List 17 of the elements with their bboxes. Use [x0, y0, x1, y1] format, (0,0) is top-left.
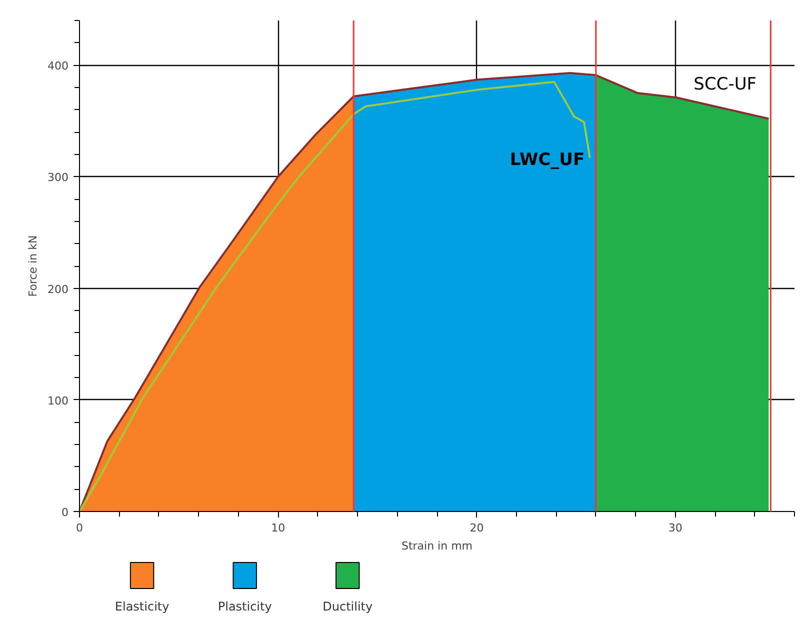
series-label: SCC-UF	[694, 74, 757, 95]
y-tick-label: 300	[48, 171, 69, 184]
x-tick-label: 0	[76, 522, 83, 534]
x-axis-title: Strain in mm	[401, 540, 473, 552]
y-tick-label: 400	[48, 60, 69, 73]
y-tick-label: 100	[48, 394, 69, 408]
legend-label: Plasticity	[218, 600, 272, 614]
x-tick-label: 30	[668, 522, 682, 534]
x-tick-label: 20	[470, 522, 484, 534]
y-tick-label: 0	[62, 506, 68, 519]
y-axis-title: Force in kN	[26, 235, 40, 297]
legend-label: Elasticity	[114, 600, 170, 614]
line-series	[80, 80, 591, 512]
y-tick-label: 200	[48, 282, 69, 296]
series-label: LWC_UF	[510, 150, 585, 170]
legend-label: Ductility	[322, 600, 373, 614]
x-tick-label: 10	[271, 522, 286, 534]
